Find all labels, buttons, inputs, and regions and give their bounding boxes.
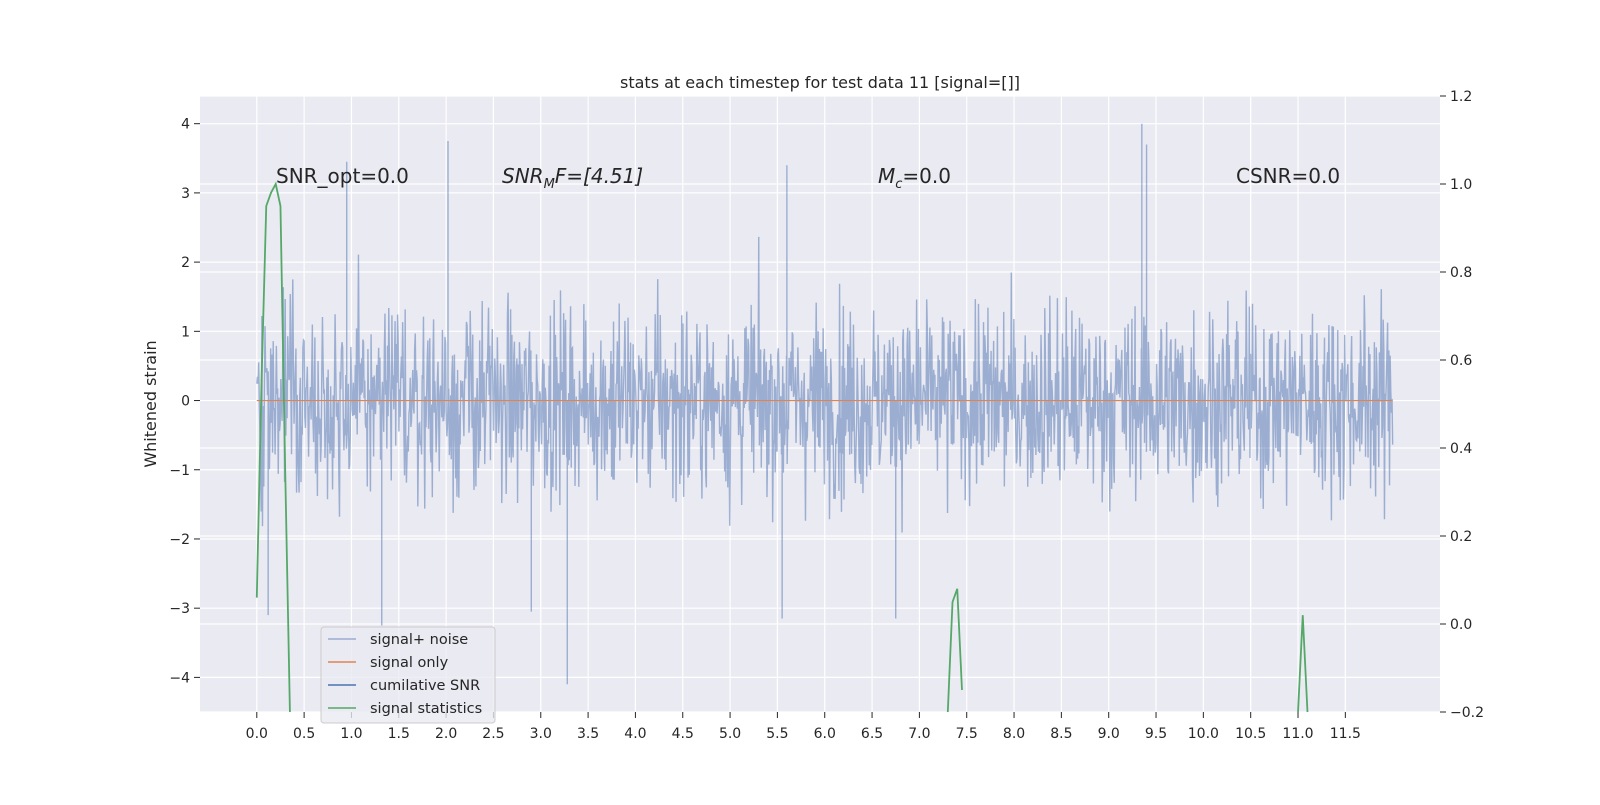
- x-tick-label: 6.0: [814, 726, 836, 742]
- annotation-mc: Mc=0.0: [878, 164, 951, 192]
- x-tick-label: 3.0: [530, 726, 552, 742]
- y-tick-label: 0: [181, 394, 190, 410]
- annotation-csnr: CSNR=0.0: [1236, 164, 1340, 188]
- y-tick-label: 2: [181, 255, 190, 271]
- legend-label-signal-statistics: signal statistics: [370, 701, 482, 717]
- x-tick-label: 4.0: [624, 726, 646, 742]
- y-tick-label: 4: [181, 117, 190, 133]
- annotation-mc-main: M: [878, 164, 895, 188]
- x-tick-label: 11.5: [1330, 726, 1361, 742]
- x-tick-label: 5.5: [766, 726, 788, 742]
- series-signal-statistics: [255, 181, 1309, 712]
- chart-title: stats at each timestep for test data 11 …: [620, 73, 1020, 92]
- legend-box: [320, 626, 496, 724]
- grid-lines-right: [200, 95, 1440, 713]
- y-tick-label: −4: [169, 670, 190, 686]
- x-tick-label: 8.5: [1050, 726, 1072, 742]
- annotation-snr-opt: SNR_opt=0.0: [276, 164, 409, 188]
- annotation-mc-rest: =0.0: [902, 164, 951, 188]
- y2-tick-label: 0.6: [1450, 353, 1472, 369]
- x-tick-label: 1.0: [340, 726, 362, 742]
- annotation-snr-mf-sub: M: [544, 177, 555, 192]
- x-tick-label: 1.5: [388, 726, 410, 742]
- x-tick-label: 8.0: [1003, 726, 1025, 742]
- x-tick-label: 10.0: [1188, 726, 1219, 742]
- x-tick-label: 9.5: [1145, 726, 1167, 742]
- y-tick-label: −3: [169, 601, 190, 617]
- x-tick-label: 2.5: [482, 726, 504, 742]
- y2-tick-label: 1.0: [1450, 177, 1472, 193]
- annotation-mc-sub: c: [895, 177, 902, 192]
- y2-axis-ticks: 1.2 1.0 0.8 0.6 0.4 0.2 0.0 −0.2: [1440, 89, 1484, 721]
- y2-tick-label: 0.4: [1450, 441, 1472, 457]
- legend-label-signal-only: signal only: [370, 655, 449, 671]
- x-tick-label: 10.5: [1235, 726, 1266, 742]
- annotation-snr-mf: SNRMF=[4.51]: [502, 164, 643, 192]
- annotation-snr-mf-main: SNR: [502, 164, 544, 188]
- x-axis-ticks: 0.0 0.5 1.0 1.5 2.0 2.5 3.0 3.5 4.0 4.5 5.0 5.5 6.0 6…: [246, 712, 1361, 742]
- y-tick-label: −2: [169, 532, 190, 548]
- y2-tick-label: 1.2: [1450, 89, 1472, 105]
- y-tick-label: −1: [169, 463, 190, 479]
- x-tick-label: 9.0: [1098, 726, 1120, 742]
- y-axis-label: Whitened strain: [141, 340, 160, 467]
- x-tick-label: 0.5: [293, 726, 315, 742]
- y2-tick-label: 0.2: [1450, 529, 1472, 545]
- y-axis-ticks: 4 3 2 1 0 −1 −2 −3 −4: [169, 117, 200, 686]
- x-tick-label: 11.0: [1282, 726, 1313, 742]
- x-tick-label: 7.5: [956, 726, 978, 742]
- x-tick-label: 5.0: [719, 726, 741, 742]
- legend-label-signal-plus-noise: signal+ noise: [370, 632, 468, 648]
- y2-tick-label: 0.8: [1450, 265, 1472, 281]
- x-tick-label: 3.5: [577, 726, 599, 742]
- annotation-snr-mf-rest: F=[4.51]: [555, 164, 643, 188]
- x-tick-label: 4.5: [672, 726, 694, 742]
- x-tick-label: 6.5: [861, 726, 883, 742]
- y-tick-label: 1: [181, 324, 190, 340]
- x-tick-label: 7.0: [908, 726, 930, 742]
- x-tick-label: 0.0: [246, 726, 268, 742]
- series-signal-plus-noise: [256, 123, 1394, 685]
- legend-label-cumilative-snr: cumilative SNR: [370, 678, 480, 694]
- y-tick-label: 3: [181, 186, 190, 202]
- y2-tick-label: 0.0: [1450, 617, 1472, 633]
- x-tick-label: 2.0: [435, 726, 457, 742]
- legend: signal+ noise signal only cumilative SNR…: [320, 626, 496, 724]
- y2-tick-label: −0.2: [1450, 705, 1484, 721]
